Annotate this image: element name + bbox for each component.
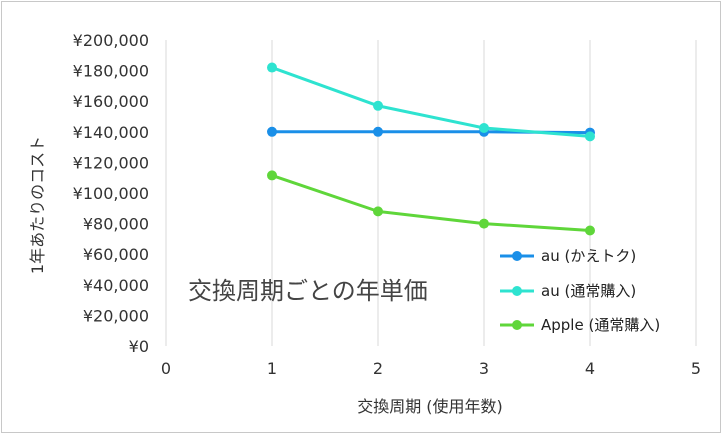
chart-annotation: 交換周期ごとの年単価: [188, 277, 428, 305]
y-tick-label: ¥100,000: [73, 184, 149, 203]
series-line: [271, 66, 591, 138]
series-2: [267, 170, 595, 236]
x-tick-label: 4: [585, 359, 595, 378]
y-axis-title: 1年あたりのコスト: [28, 136, 47, 274]
series-1: [267, 62, 595, 142]
y-axis-ticks: ¥0 ¥20,000 ¥40,000 ¥60,000 ¥80,000 ¥100,000 ¥1…: [73, 31, 149, 356]
legend-swatch-marker: [512, 286, 522, 296]
legend-item: Apple (通常購入): [500, 316, 660, 334]
y-tick-label: ¥20,000: [83, 306, 149, 325]
x-axis-title: 交換周期 (使用年数): [357, 397, 503, 416]
data-point: [585, 131, 595, 142]
y-tick-label: ¥140,000: [73, 123, 149, 142]
data-point: [479, 218, 489, 229]
y-tick-label: ¥120,000: [73, 153, 149, 172]
x-tick-label: 2: [373, 359, 383, 378]
data-point: [267, 126, 277, 137]
y-tick-label: ¥60,000: [83, 245, 149, 264]
legend-label: au (通常購入): [541, 282, 636, 300]
y-tick-label: ¥160,000: [73, 92, 149, 111]
data-point: [373, 100, 383, 111]
legend-item: au (通常購入): [500, 282, 636, 300]
legend-label: Apple (通常購入): [541, 316, 660, 334]
legend-swatch-marker: [512, 320, 522, 330]
series-layer: [267, 62, 595, 236]
x-tick-label: 3: [479, 359, 489, 378]
data-point: [373, 126, 383, 137]
legend-item: au (かえトク): [500, 247, 636, 265]
y-tick-label: ¥80,000: [83, 215, 149, 234]
data-point: [267, 170, 277, 181]
legend-label: au (かえトク): [541, 247, 636, 265]
x-tick-label: 1: [267, 359, 277, 378]
y-tick-label: ¥180,000: [73, 62, 149, 81]
x-tick-label: 0: [161, 359, 171, 378]
y-tick-label: ¥40,000: [83, 276, 149, 295]
data-point: [585, 225, 595, 236]
data-point: [373, 206, 383, 217]
data-point: [267, 62, 277, 73]
data-point: [479, 122, 489, 133]
y-tick-label: ¥200,000: [73, 31, 149, 50]
x-axis-ticks: 0 1 2 3 4 5: [161, 359, 701, 378]
legend: au (かえトク) au (通常購入) Apple (通常購入): [500, 247, 660, 334]
y-tick-label: ¥0: [129, 337, 149, 356]
legend-swatch-marker: [512, 251, 522, 261]
x-tick-label: 5: [691, 359, 701, 378]
grid-lines: [165, 40, 697, 346]
series-line: [271, 173, 591, 232]
